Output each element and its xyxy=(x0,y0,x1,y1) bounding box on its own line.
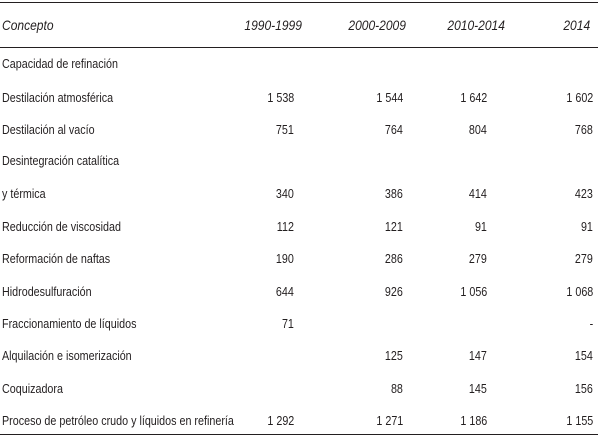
table-header-row: Concepto 1990-1999 2000-2009 2010-2014 2… xyxy=(0,10,598,40)
value-period-2: 386 xyxy=(385,187,403,201)
value-period-2: 1 271 xyxy=(376,414,403,428)
value-period-1: 751 xyxy=(276,123,294,137)
row-label: Reducción de viscosidad xyxy=(2,220,121,234)
value-period-4: - xyxy=(589,317,593,331)
value-period-3: 145 xyxy=(469,382,487,396)
table-row: Destilación al vacío 751 764 804 768 xyxy=(0,119,598,141)
value-period-1: 1 292 xyxy=(267,414,294,428)
value-period-2: 121 xyxy=(385,220,403,234)
value-period-4: 1 602 xyxy=(566,91,593,105)
value-period-4: 1 155 xyxy=(566,414,593,428)
row-label: Capacidad de refinación xyxy=(2,57,118,71)
value-period-2: 926 xyxy=(385,285,403,299)
row-label: Alquilación e isomerización xyxy=(2,349,132,363)
row-label: Desintegración catalítica xyxy=(2,154,120,168)
header-rule xyxy=(0,47,598,48)
value-period-4: 154 xyxy=(575,349,593,363)
table-row: Alquilación e isomerización 125 147 154 xyxy=(0,345,598,367)
value-period-3: 1 056 xyxy=(460,285,487,299)
value-period-4: 156 xyxy=(575,382,593,396)
value-period-3: 804 xyxy=(469,123,487,137)
table-row: Destilación atmosférica 1 538 1 544 1 64… xyxy=(0,87,598,109)
table-row: Fraccionamiento de líquidos 71 - xyxy=(0,313,598,335)
value-period-4: 91 xyxy=(581,220,593,234)
value-period-4: 1 068 xyxy=(566,285,593,299)
table-row: Coquizadora 88 145 156 xyxy=(0,378,598,400)
row-label: Proceso de petróleo crudo y líquidos en … xyxy=(2,414,234,428)
value-period-3: 279 xyxy=(469,252,487,266)
value-period-4: 423 xyxy=(575,187,593,201)
value-period-1: 190 xyxy=(276,252,294,266)
header-period-4: 2014 xyxy=(563,17,590,33)
value-period-3: 91 xyxy=(475,220,487,234)
header-period-2: 2000-2009 xyxy=(348,17,406,33)
value-period-3: 414 xyxy=(469,187,487,201)
table-row: y térmica 340 386 414 423 xyxy=(0,183,598,205)
header-period-1: 1990-1999 xyxy=(244,17,302,33)
value-period-2: 764 xyxy=(385,123,403,137)
value-period-3: 1 642 xyxy=(460,91,487,105)
table-row: Desintegración catalítica xyxy=(0,150,598,172)
row-label: y térmica xyxy=(2,187,46,201)
table-row: Reducción de viscosidad 112 121 91 91 xyxy=(0,216,598,238)
row-label: Fraccionamiento de líquidos xyxy=(2,317,137,331)
value-period-1: 644 xyxy=(276,285,294,299)
value-period-2: 125 xyxy=(385,349,403,363)
value-period-2: 286 xyxy=(385,252,403,266)
table-row: Proceso de petróleo crudo y líquidos en … xyxy=(0,410,598,432)
value-period-4: 279 xyxy=(575,252,593,266)
value-period-3: 1 186 xyxy=(460,414,487,428)
value-period-2: 88 xyxy=(391,382,403,396)
value-period-1: 340 xyxy=(276,187,294,201)
value-period-4: 768 xyxy=(575,123,593,137)
header-concepto: Concepto xyxy=(2,17,54,33)
row-label: Destilación atmosférica xyxy=(2,91,114,105)
row-label: Destilación al vacío xyxy=(2,123,95,137)
table-row: Capacidad de refinación xyxy=(0,53,598,75)
value-period-1: 71 xyxy=(282,317,294,331)
top-rule xyxy=(0,2,598,3)
value-period-1: 112 xyxy=(276,220,294,234)
table-row: Reformación de naftas 190 286 279 279 xyxy=(0,248,598,270)
header-period-3: 2010-2014 xyxy=(447,17,505,33)
table-row: Hidrodesulfuración 644 926 1 056 1 068 xyxy=(0,281,598,303)
row-label: Coquizadora xyxy=(2,382,63,396)
row-label: Reformación de naftas xyxy=(2,252,111,266)
value-period-2: 1 544 xyxy=(376,91,403,105)
value-period-3: 147 xyxy=(469,349,487,363)
row-label: Hidrodesulfuración xyxy=(2,285,92,299)
value-period-1: 1 538 xyxy=(267,91,294,105)
